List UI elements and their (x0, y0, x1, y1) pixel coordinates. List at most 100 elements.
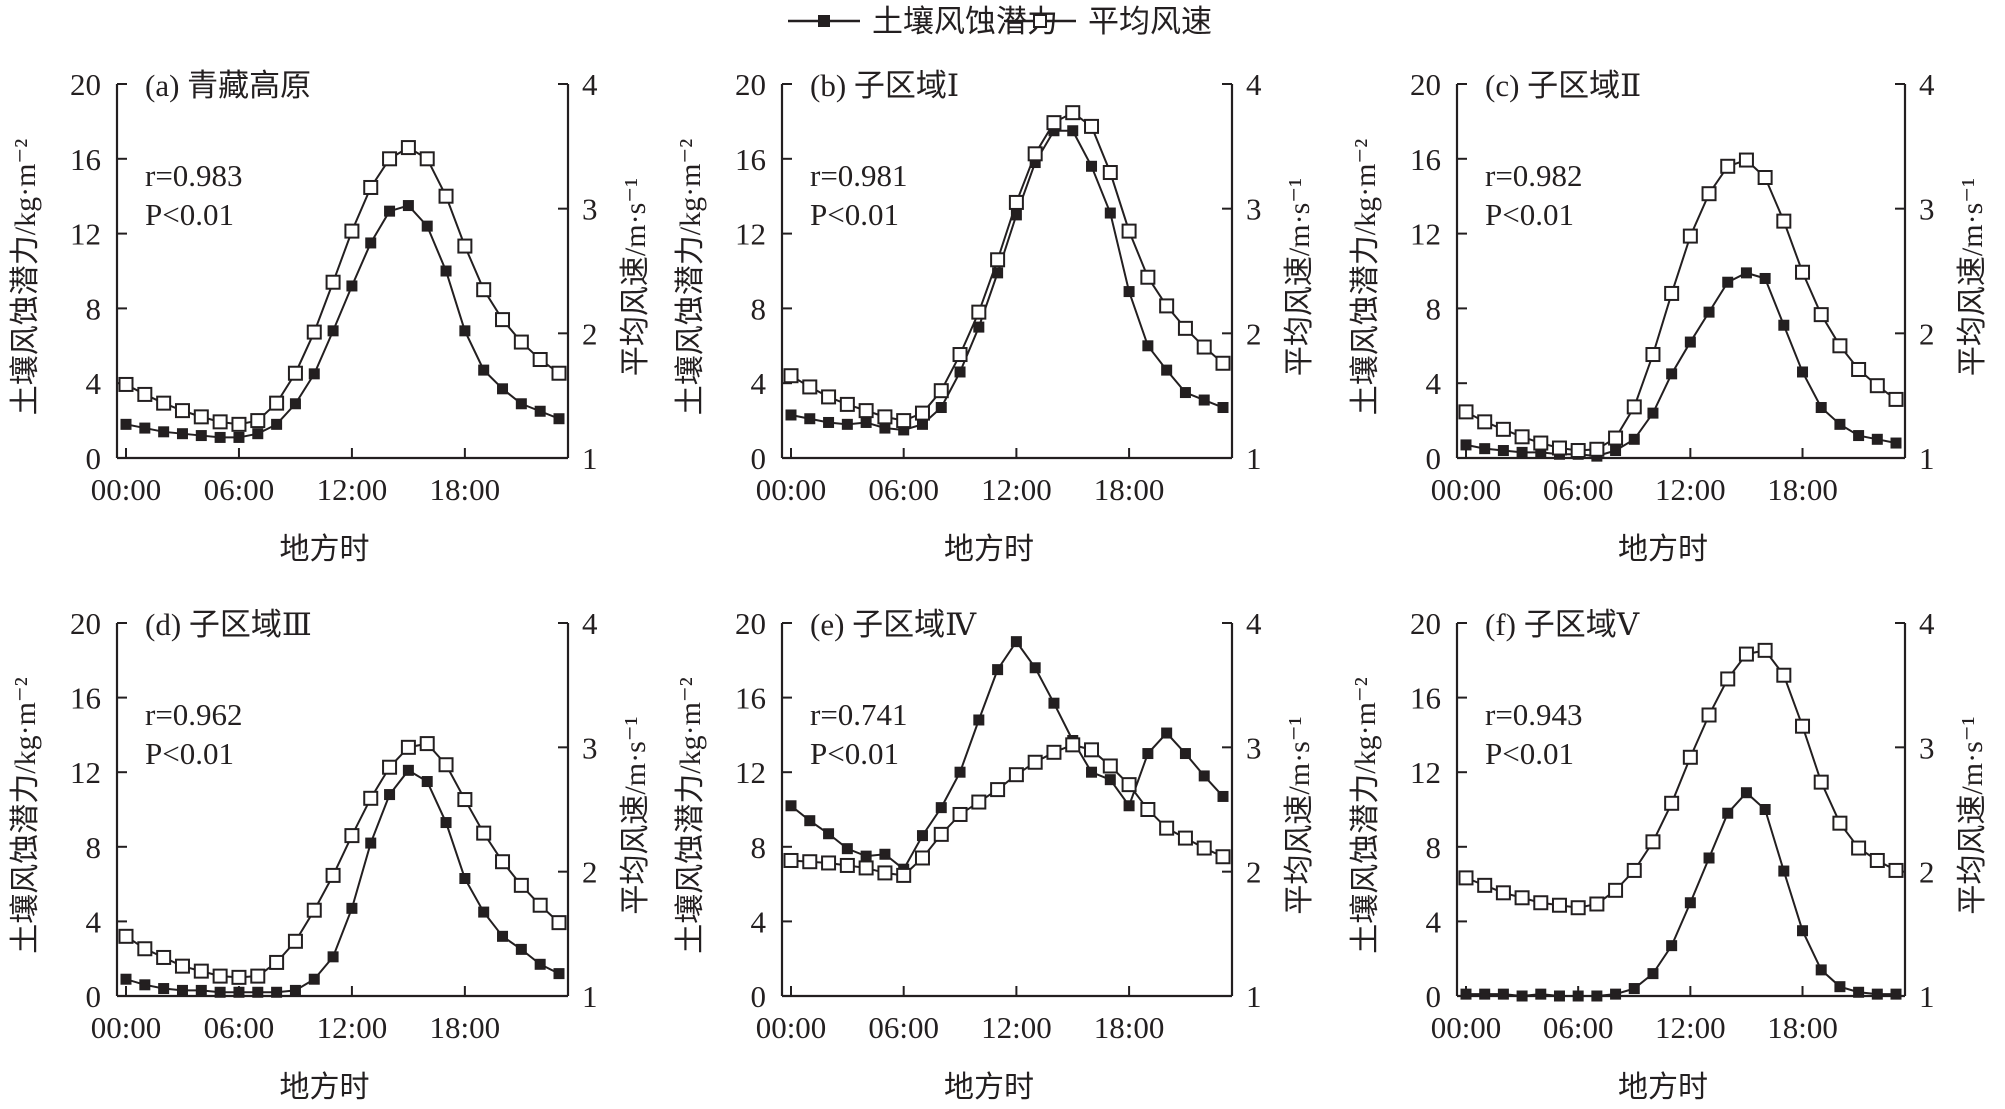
data-point-hollow (156, 949, 172, 965)
legend: 土壤风蚀潜力 平均风速 (788, 4, 1212, 39)
data-point-hollow (1102, 165, 1118, 181)
data-point-hollow (1832, 815, 1848, 831)
significance-p: P<0.01 (810, 736, 899, 771)
data-point-hollow (193, 963, 209, 979)
series-wind-speed (1458, 642, 1904, 916)
data-point-filled (1142, 748, 1154, 760)
data-point-filled (1703, 306, 1715, 318)
correlation-r: r=0.943 (1485, 697, 1583, 732)
data-point-hollow (1027, 146, 1043, 162)
data-point-filled (1217, 402, 1229, 414)
y-left-tick-label: 20 (1410, 67, 1441, 102)
data-point-filled (459, 873, 471, 885)
panel-title: (a) 青藏高原 (145, 68, 311, 103)
data-point-hollow (1102, 758, 1118, 774)
data-point-hollow (1776, 213, 1792, 229)
series-wind-speed (783, 737, 1231, 883)
data-point-hollow (933, 383, 949, 399)
data-point-filled (440, 817, 452, 829)
data-point-filled (1123, 800, 1135, 812)
data-point-hollow (457, 792, 473, 808)
data-point-filled (1797, 366, 1809, 378)
data-point-hollow (1177, 320, 1193, 336)
data-point-filled (176, 984, 188, 996)
y-left-tick-label: 0 (1426, 441, 1442, 476)
data-point-hollow (1813, 307, 1829, 323)
x-tick-label: 06:00 (868, 1010, 939, 1045)
y-left-tick-label: 16 (1410, 681, 1441, 716)
data-point-filled (1703, 852, 1715, 864)
data-point-hollow (1159, 298, 1175, 314)
correlation-r: r=0.982 (1485, 158, 1583, 193)
data-point-hollow (419, 151, 435, 167)
y-right-tick-label: 1 (582, 979, 598, 1014)
y-right-tick-label: 3 (582, 730, 598, 765)
data-point-hollow (1533, 435, 1549, 451)
data-point-filled (553, 968, 565, 980)
y-right-tick-label: 3 (1919, 192, 1935, 227)
data-point-hollow (1551, 897, 1567, 913)
y-left-tick-label: 12 (735, 217, 766, 252)
x-tick-label: 18:00 (430, 1010, 501, 1045)
data-point-filled (1535, 988, 1547, 1000)
panel-title: (e) 子区域Ⅳ (810, 607, 977, 642)
y-left-tick-label: 8 (751, 830, 767, 865)
legend-item-wind-speed: 平均风速 (1004, 4, 1212, 39)
y-right-axis-title-text: 平均风速/m·s⁻¹ (619, 716, 652, 914)
y-right-tick-label: 3 (1919, 730, 1935, 765)
data-point-hollow (495, 854, 511, 870)
data-point-filled (1853, 430, 1865, 442)
data-point-hollow (858, 403, 874, 419)
data-point-filled (1778, 865, 1790, 877)
y-left-tick-label: 16 (735, 681, 766, 716)
data-point-filled (1067, 125, 1079, 137)
data-point-hollow (400, 140, 416, 156)
series-line (1466, 791, 1896, 998)
data-point-hollow (1851, 361, 1867, 377)
data-point-filled (879, 848, 891, 860)
data-point-hollow (1215, 355, 1231, 371)
data-point-filled (1722, 807, 1734, 819)
data-point-hollow (1458, 404, 1474, 420)
series-soil-erosion (785, 125, 1229, 436)
legend-label-wind-speed: 平均风速 (1088, 4, 1212, 39)
data-point-filled (402, 764, 414, 776)
data-point-hollow (306, 324, 322, 340)
data-point-filled (327, 325, 339, 337)
data-point-hollow (1495, 885, 1511, 901)
data-point-filled (1834, 981, 1846, 993)
data-point-filled (841, 843, 853, 855)
x-tick-label: 12:00 (1655, 1010, 1726, 1045)
data-point-filled (553, 413, 565, 425)
series-soil-erosion (120, 200, 565, 443)
data-point-filled (1797, 925, 1809, 937)
legend-marker-filled-square (818, 15, 830, 27)
data-point-hollow (382, 151, 398, 167)
data-point-hollow (137, 386, 153, 402)
data-point-filled (176, 428, 188, 440)
data-point-hollow (1046, 744, 1062, 760)
data-point-filled (1123, 286, 1135, 298)
data-point-hollow (1757, 642, 1773, 658)
y-left-tick-label: 12 (735, 755, 766, 790)
data-point-filled (1572, 990, 1584, 1002)
x-tick-label: 00:00 (756, 1010, 827, 1045)
data-point-filled (1179, 748, 1191, 760)
data-point-filled (1591, 990, 1603, 1002)
y-right-tick-label: 4 (1246, 67, 1262, 102)
data-point-filled (1086, 766, 1098, 778)
data-point-hollow (1701, 186, 1717, 202)
x-tick-label: 18:00 (430, 472, 501, 507)
y-left-axis-title: 土壤风蚀潜力/kg·m⁻² (1349, 139, 1382, 416)
data-point-filled (440, 265, 452, 277)
data-point-hollow (174, 403, 190, 419)
data-point-filled (1871, 988, 1883, 1000)
data-point-filled (158, 426, 170, 438)
data-point-hollow (231, 416, 247, 432)
y-right-axis-title: 平均风速/m·s⁻¹ (1283, 716, 1316, 914)
x-tick-label: 06:00 (1543, 1010, 1614, 1045)
y-right-axis-title-text: 平均风速/m·s⁻¹ (1956, 716, 1989, 914)
data-point-filled (459, 325, 471, 337)
